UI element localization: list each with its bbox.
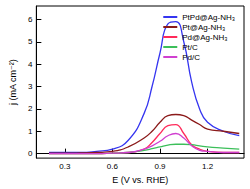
- svg-text:Pd@Ag-NH₃: Pd@Ag-NH₃: [182, 33, 227, 42]
- svg-text:Pt@Ag-NH₃: Pt@Ag-NH₃: [182, 23, 225, 32]
- svg-text:Pd/C: Pd/C: [182, 53, 200, 62]
- svg-text:E (V vs. RHE): E (V vs. RHE): [112, 175, 168, 185]
- svg-text:1: 1: [28, 127, 33, 136]
- svg-text:1.2: 1.2: [202, 162, 214, 171]
- svg-text:4: 4: [28, 60, 33, 69]
- svg-text:0: 0: [28, 149, 33, 158]
- svg-text:Pt/C: Pt/C: [182, 43, 198, 52]
- svg-text:6: 6: [28, 15, 33, 24]
- svg-text:0.3: 0.3: [59, 162, 71, 171]
- svg-text:0.6: 0.6: [107, 162, 119, 171]
- svg-text:PtPd@Ag-NH₃: PtPd@Ag-NH₃: [182, 13, 235, 22]
- svg-text:2: 2: [28, 104, 33, 113]
- svg-text:j (mA cm⁻²): j (mA cm⁻²): [8, 59, 18, 106]
- svg-text:0.9: 0.9: [154, 162, 166, 171]
- svg-text:5: 5: [28, 37, 33, 46]
- svg-text:3: 3: [28, 82, 33, 91]
